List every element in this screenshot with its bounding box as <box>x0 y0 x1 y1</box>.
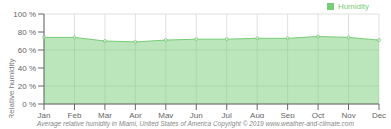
html-text:Average relative humidity in M: Average relative humidity in Miami, Unit… <box>37 120 354 127</box>
svg-text:Relative humidity: Relative humidity <box>8 59 16 118</box>
svg-text:Aug: Aug <box>250 111 264 118</box>
svg-text:May: May <box>158 111 173 118</box>
svg-text:Jan: Jan <box>38 111 51 118</box>
svg-text:100 %: 100 % <box>13 10 36 19</box>
svg-text:60 %: 60 % <box>18 46 36 55</box>
svg-text:Jul: Jul <box>222 111 232 118</box>
svg-text:Jun: Jun <box>190 111 203 118</box>
svg-text:Oct: Oct <box>312 111 325 118</box>
svg-text:20 %: 20 % <box>18 82 36 91</box>
svg-text:Sep: Sep <box>281 111 296 118</box>
svg-text:0 %: 0 % <box>22 100 36 109</box>
svg-text:Feb: Feb <box>68 111 82 118</box>
svg-text:80 %: 80 % <box>18 28 36 37</box>
svg-text:Apr: Apr <box>129 111 142 118</box>
svg-text:40 %: 40 % <box>18 64 36 73</box>
svg-text:Nov: Nov <box>341 111 355 118</box>
svg-text:Dec: Dec <box>372 111 383 118</box>
html-text:Humidity: Humidity <box>337 2 369 11</box>
svg-text:Mar: Mar <box>98 111 112 118</box>
